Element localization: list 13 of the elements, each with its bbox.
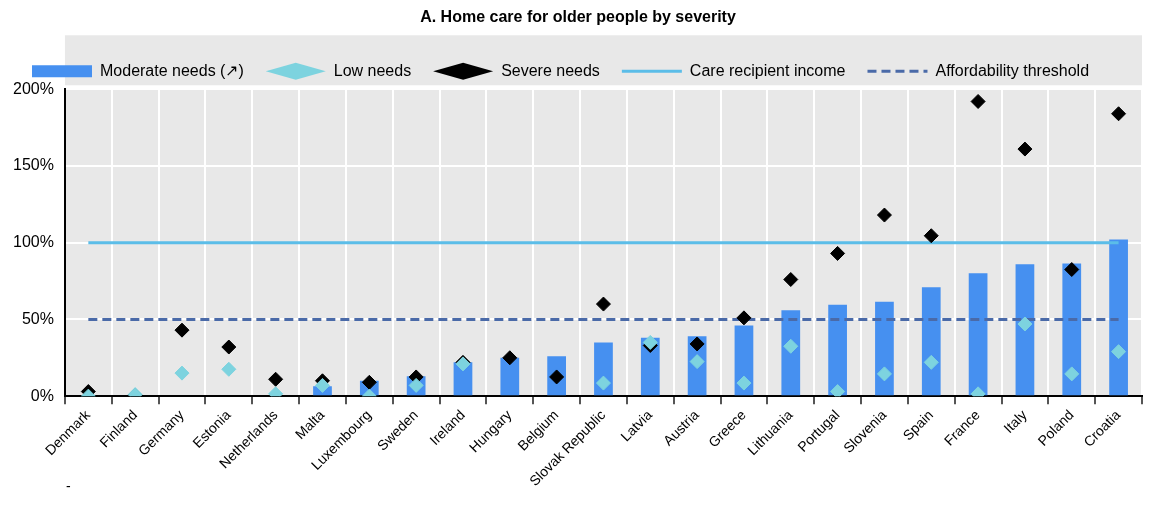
legend-label: Care recipient income: [689, 61, 846, 79]
legend-label: Severe needs: [501, 61, 600, 79]
y-tick-label: 0%: [30, 386, 54, 404]
y-tick-label: 50%: [21, 309, 54, 327]
legend-label: Moderate needs (↗): [100, 61, 244, 79]
y-tick-label: 150%: [13, 156, 54, 174]
text: -: [66, 478, 71, 494]
chart-title: A. Home care for older people by severity: [420, 8, 736, 26]
y-tick-label: 100%: [13, 233, 54, 251]
legend-label: Low needs: [333, 61, 412, 79]
legend-label: Affordability threshold: [935, 61, 1090, 79]
x-tick-label: Italy: [1000, 406, 1030, 437]
y-tick-label: 200%: [13, 79, 54, 97]
